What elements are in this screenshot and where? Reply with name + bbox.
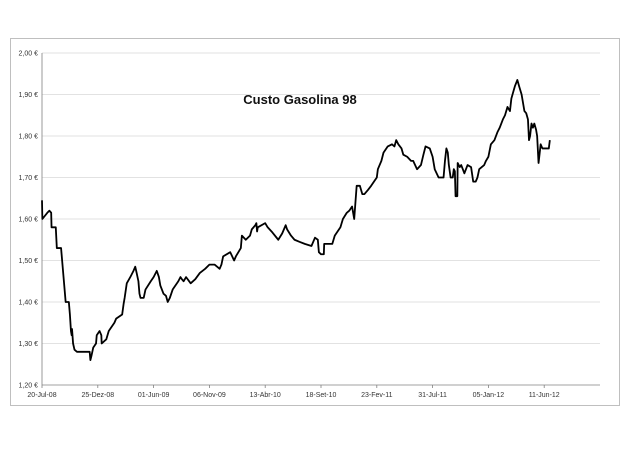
chart-frame: 1,20 € 1,30 € 1,40 € 1,50 € 1,60 € 1,70 € 1,80… xyxy=(10,38,620,406)
y-axis-tick-labels: 1,20 € 1,30 € 1,40 € 1,50 € 1,60 € 1,70 € 1,80… xyxy=(19,51,39,390)
chart-title: Custo Gasolina 98 xyxy=(243,92,356,107)
y-tick-label: 1,90 € xyxy=(19,92,39,99)
series-line xyxy=(41,79,551,361)
x-tick-label: 25-Dez-08 xyxy=(81,392,114,399)
series-layer xyxy=(41,79,551,361)
x-tick-label: 23-Fev-11 xyxy=(361,392,392,399)
y-tick-label: 1,80 € xyxy=(19,134,39,141)
x-axis-tick-labels: 20-Jul-08 25-Dez-08 01-Jun-09 06-Nov-09 13-A… xyxy=(27,392,559,399)
y-tick-label: 1,30 € xyxy=(19,341,39,348)
line-chart: 1,20 € 1,30 € 1,40 € 1,50 € 1,60 € 1,70 € 1,80… xyxy=(10,38,620,406)
x-tick-label: 18-Set-10 xyxy=(306,392,337,399)
x-tick-label: 31-Jul-11 xyxy=(418,392,447,399)
x-tick-label: 20-Jul-08 xyxy=(27,392,56,399)
y-tick-label: 1,40 € xyxy=(19,300,39,307)
y-tick-label: 2,00 € xyxy=(19,51,39,58)
y-tick-label: 1,20 € xyxy=(19,383,39,390)
x-tick-label: 13-Abr-10 xyxy=(250,392,281,399)
x-tick-label: 01-Jun-09 xyxy=(138,392,170,399)
y-tick-label: 1,50 € xyxy=(19,258,39,265)
y-tick-label: 1,70 € xyxy=(19,175,39,182)
gridlines xyxy=(42,52,600,344)
y-tick-label: 1,60 € xyxy=(19,217,39,224)
chart-border xyxy=(10,38,620,406)
x-tick-label: 11-Jun-12 xyxy=(529,392,560,399)
x-tick-label: 05-Jan-12 xyxy=(473,392,505,399)
x-tick-label: 06-Nov-09 xyxy=(193,392,226,399)
